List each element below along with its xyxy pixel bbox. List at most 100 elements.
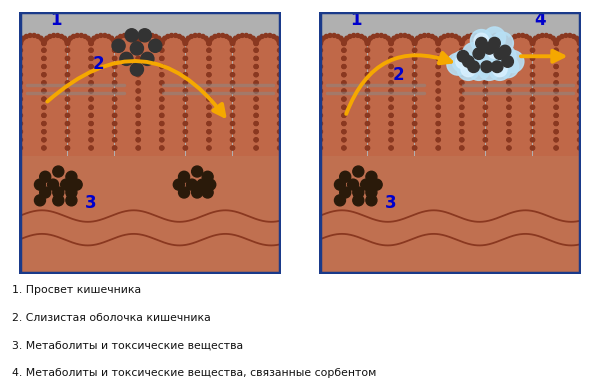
Circle shape: [530, 113, 534, 117]
Circle shape: [460, 81, 464, 85]
Circle shape: [460, 138, 464, 142]
Circle shape: [160, 56, 164, 60]
Circle shape: [473, 48, 485, 59]
Circle shape: [181, 36, 184, 40]
Circle shape: [136, 39, 139, 43]
Circle shape: [554, 56, 558, 60]
Circle shape: [319, 89, 322, 93]
Circle shape: [207, 146, 211, 150]
Circle shape: [66, 171, 77, 182]
Circle shape: [366, 130, 370, 134]
Circle shape: [201, 34, 205, 38]
Circle shape: [365, 40, 369, 44]
Circle shape: [366, 40, 370, 44]
Circle shape: [42, 97, 46, 101]
Circle shape: [342, 146, 346, 150]
Circle shape: [231, 65, 235, 68]
Circle shape: [470, 30, 493, 52]
Circle shape: [75, 34, 79, 38]
Circle shape: [531, 89, 535, 93]
Circle shape: [319, 56, 322, 60]
Circle shape: [65, 41, 69, 45]
Circle shape: [66, 187, 77, 198]
Circle shape: [213, 34, 217, 38]
Circle shape: [371, 34, 376, 38]
Circle shape: [578, 138, 581, 142]
Circle shape: [507, 48, 511, 52]
Bar: [19, 35, 281, 156]
Circle shape: [389, 81, 393, 85]
Circle shape: [42, 113, 46, 117]
Circle shape: [66, 56, 70, 60]
Circle shape: [483, 122, 487, 126]
Circle shape: [413, 89, 417, 93]
Circle shape: [183, 138, 187, 142]
Circle shape: [513, 34, 517, 38]
Ellipse shape: [556, 35, 580, 52]
Circle shape: [460, 113, 464, 117]
Circle shape: [254, 40, 258, 44]
Circle shape: [160, 73, 164, 77]
Circle shape: [65, 73, 69, 77]
Circle shape: [89, 41, 93, 45]
Circle shape: [89, 97, 93, 101]
Circle shape: [490, 34, 493, 38]
Circle shape: [342, 81, 346, 85]
Circle shape: [460, 41, 464, 45]
Circle shape: [507, 113, 511, 117]
Circle shape: [42, 41, 46, 45]
Circle shape: [136, 73, 140, 77]
Circle shape: [221, 34, 225, 38]
Circle shape: [342, 97, 346, 101]
Circle shape: [254, 73, 258, 77]
Circle shape: [389, 130, 393, 134]
Circle shape: [254, 89, 258, 93]
Circle shape: [436, 65, 440, 68]
Circle shape: [136, 113, 140, 117]
Circle shape: [65, 89, 69, 93]
Circle shape: [207, 138, 211, 142]
Circle shape: [507, 65, 511, 68]
Circle shape: [207, 40, 211, 44]
Circle shape: [278, 65, 281, 68]
Text: 1: 1: [350, 11, 362, 29]
Circle shape: [231, 40, 235, 44]
Circle shape: [554, 105, 558, 109]
Circle shape: [254, 81, 258, 85]
Circle shape: [507, 113, 511, 117]
Circle shape: [207, 122, 211, 126]
Circle shape: [71, 34, 76, 38]
Circle shape: [160, 122, 164, 126]
Circle shape: [507, 41, 511, 45]
Circle shape: [42, 138, 46, 142]
Circle shape: [116, 36, 119, 40]
Circle shape: [113, 48, 117, 52]
Circle shape: [328, 34, 332, 38]
Circle shape: [389, 105, 393, 109]
Circle shape: [560, 34, 564, 38]
Circle shape: [530, 138, 534, 142]
Circle shape: [389, 73, 393, 77]
Circle shape: [39, 36, 43, 40]
Circle shape: [507, 48, 511, 52]
Circle shape: [136, 56, 140, 60]
Circle shape: [484, 73, 488, 77]
Circle shape: [207, 81, 211, 85]
Circle shape: [207, 113, 211, 117]
Circle shape: [341, 39, 345, 43]
Circle shape: [436, 105, 440, 109]
Circle shape: [578, 105, 581, 109]
Circle shape: [412, 130, 416, 134]
Circle shape: [127, 34, 130, 38]
Circle shape: [447, 53, 469, 75]
Circle shape: [342, 89, 346, 93]
Circle shape: [481, 61, 493, 72]
Circle shape: [437, 39, 441, 43]
Circle shape: [89, 113, 93, 117]
Circle shape: [112, 73, 116, 77]
Circle shape: [254, 146, 258, 150]
Circle shape: [113, 39, 118, 43]
Circle shape: [487, 36, 490, 40]
Circle shape: [88, 39, 92, 43]
Circle shape: [460, 146, 464, 150]
